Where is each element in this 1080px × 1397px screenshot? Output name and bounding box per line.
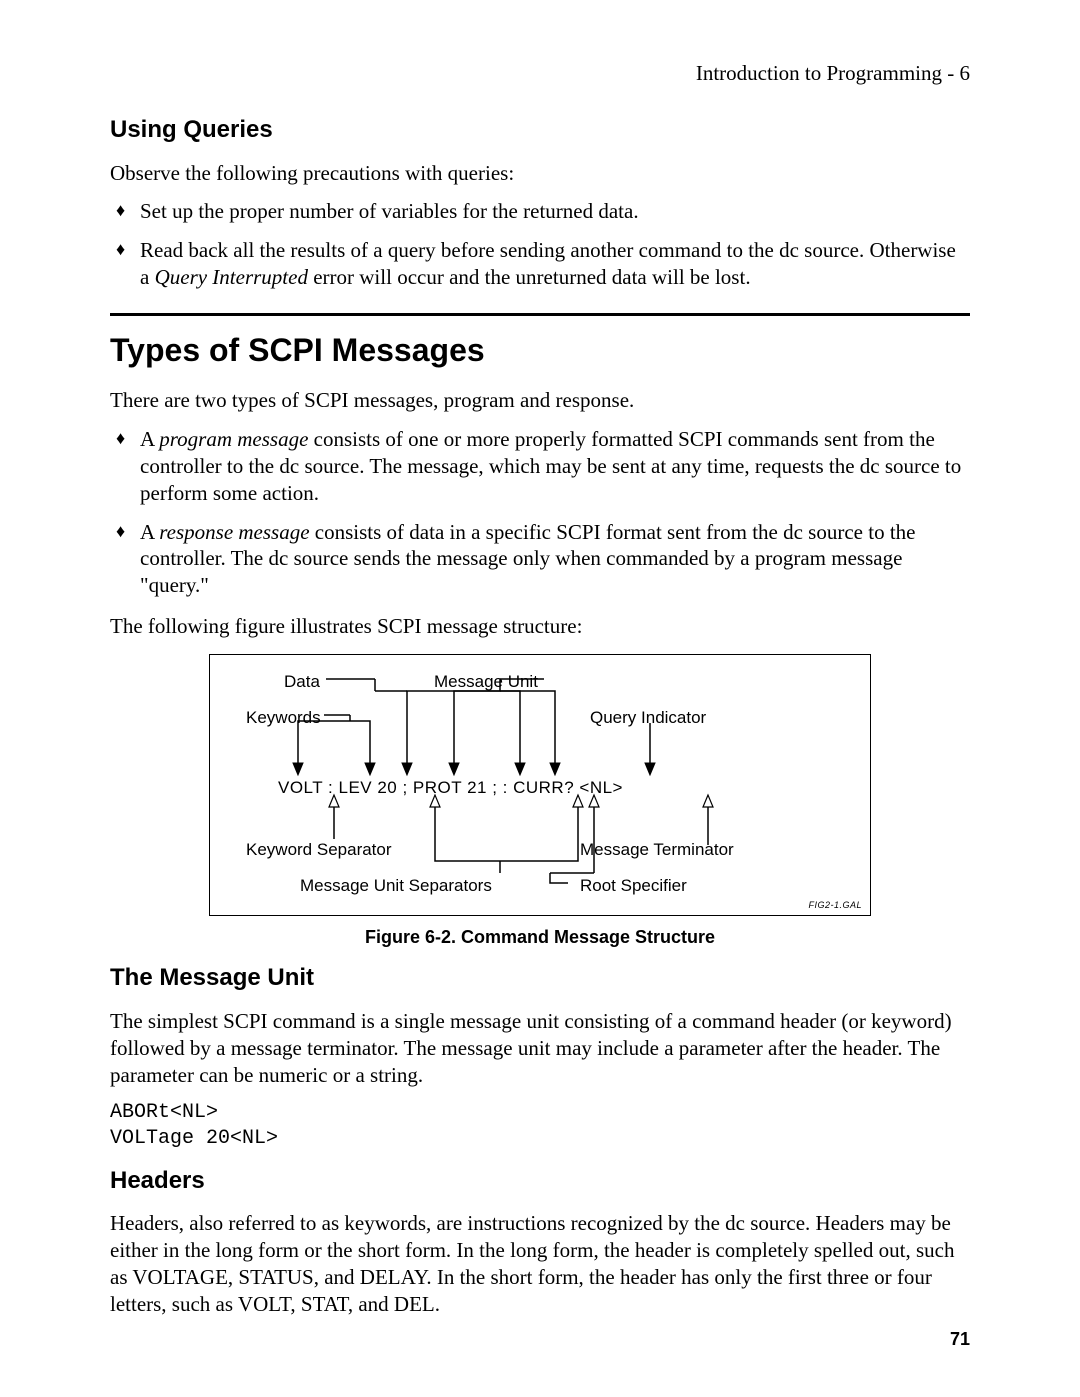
list-item-text: Set up the proper number of variables fo… (140, 199, 639, 223)
list-item-emph: Query Interrupted (155, 265, 308, 289)
heading-types-scpi: Types of SCPI Messages (110, 330, 970, 371)
figure-caption: Figure 6-2. Command Message Structure (110, 926, 970, 949)
para-message-unit: The simplest SCPI command is a single me… (110, 1008, 970, 1089)
list-item: Read back all the results of a query bef… (110, 237, 970, 291)
list-types: A program message consists of one or mor… (110, 426, 970, 599)
running-header: Introduction to Programming - 6 (110, 60, 970, 87)
heading-message-unit: The Message Unit (110, 963, 970, 994)
list-item-emph: program message (159, 427, 308, 451)
list-item: Set up the proper number of variables fo… (110, 198, 970, 225)
code-block: ABORt<NL> VOLTage 20<NL> (110, 1100, 970, 1151)
list-item-text: A (140, 520, 159, 544)
list-item: A response message consists of data in a… (110, 519, 970, 600)
diagram-svg (210, 655, 870, 915)
page-number: 71 (950, 1328, 970, 1351)
list-item-text: A (140, 427, 159, 451)
figure-wrap: Data Message Unit Keywords Query Indicat… (110, 654, 970, 916)
list-item-text: error will occur and the unreturned data… (308, 265, 751, 289)
heading-using-queries: Using Queries (110, 115, 970, 146)
list-item: A program message consists of one or mor… (110, 426, 970, 507)
para-types-intro: There are two types of SCPI messages, pr… (110, 387, 970, 414)
heading-headers: Headers (110, 1166, 970, 1197)
list-using-queries: Set up the proper number of variables fo… (110, 198, 970, 291)
para-headers: Headers, also referred to as keywords, a… (110, 1210, 970, 1318)
para-types-closing: The following figure illustrates SCPI me… (110, 613, 970, 640)
list-item-emph: response message (159, 520, 309, 544)
para-using-queries-intro: Observe the following precautions with q… (110, 160, 970, 187)
page: Introduction to Programming - 6 Using Qu… (0, 0, 1080, 1397)
section-rule (110, 313, 970, 316)
figure-diagram: Data Message Unit Keywords Query Indicat… (209, 654, 871, 916)
